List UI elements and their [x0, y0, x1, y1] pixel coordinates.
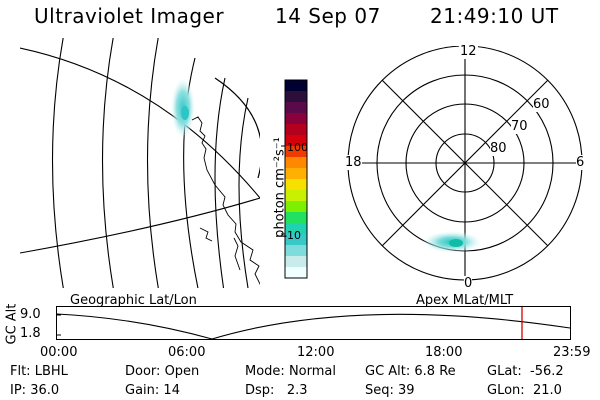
- info-gain-value: 14: [163, 383, 180, 398]
- colorbar-swatch: [285, 146, 307, 158]
- info-glat-value: -56.2: [530, 364, 564, 379]
- info-flt-value: LBHL: [34, 364, 68, 379]
- lat-label-70: 70: [511, 119, 528, 134]
- colorbar-swatch: [285, 256, 307, 268]
- timeline-ytick-bottom: 1.8: [20, 326, 41, 341]
- timeline-frame: [56, 306, 571, 340]
- colorbar-swatch: [285, 190, 307, 202]
- colorbar-swatch: [285, 267, 307, 279]
- info-gcalt-value: 6.8 Re: [414, 364, 456, 379]
- polar-diagonal: [381, 79, 549, 247]
- coastline-segment: [233, 237, 241, 271]
- colorbar-swatch: [285, 113, 307, 125]
- geographic-map: [20, 38, 260, 288]
- lat-label-80: 80: [490, 141, 507, 156]
- colorbar-tick-10: 10: [287, 229, 301, 242]
- info-seq-label: Seq:: [365, 383, 394, 398]
- info-gcalt-label: GC Alt:: [365, 364, 411, 379]
- left-panel-caption: Geographic Lat/Lon: [70, 293, 197, 308]
- altitude-curve: [56, 313, 571, 340]
- info-door: Door: Open: [125, 364, 199, 379]
- colorbar-swatch: [285, 124, 307, 136]
- date-label: 14 Sep 07: [275, 4, 381, 28]
- info-glon: GLon: 21.0: [487, 383, 562, 398]
- colorbar: [281, 79, 308, 279]
- timeline-xtick-0600: 06:00: [168, 345, 206, 360]
- info-glat: GLat: -56.2: [487, 364, 564, 379]
- colorbar-swatch: [285, 179, 307, 191]
- info-glon-value: 21.0: [532, 383, 562, 398]
- timeline-xtick-1200: 12:00: [297, 345, 335, 360]
- colorbar-swatch: [285, 157, 307, 169]
- info-ip: IP: 36.0: [10, 383, 59, 398]
- coastline: [191, 116, 260, 286]
- info-dsp: Dsp: 2.3: [245, 383, 308, 398]
- info-flt-label: Flt:: [10, 364, 31, 379]
- info-door-value: Open: [164, 364, 200, 379]
- info-gain-label: Gain:: [125, 383, 160, 398]
- colorbar-swatch: [285, 234, 307, 246]
- longitude-line: [146, 38, 159, 288]
- mlt-label-18: 18: [345, 155, 362, 170]
- info-seq: Seq: 39: [365, 383, 415, 398]
- latitude-line: [20, 47, 260, 199]
- timeline-ytick-top: 9.0: [20, 307, 41, 322]
- colorbar-swatch: [285, 201, 307, 213]
- info-ip-value: 36.0: [30, 383, 60, 398]
- colorbar-tick-100: 100: [287, 141, 308, 154]
- mlt-label-6: 6: [576, 155, 585, 170]
- colorbar-swatch: [285, 245, 307, 257]
- colorbar-swatch: [285, 135, 307, 147]
- oval-core: [449, 239, 463, 247]
- info-mode-value: Normal: [288, 364, 336, 379]
- info-flt: Flt: LBHL: [10, 364, 68, 379]
- timeline-xtick-1800: 18:00: [425, 345, 463, 360]
- aurora-core: [181, 106, 189, 120]
- coastline-island: [199, 227, 213, 242]
- altitude-timeline: [56, 306, 571, 340]
- longitude-line: [214, 77, 226, 288]
- info-ip-label: IP:: [10, 383, 27, 398]
- colorbar-swatch: [285, 168, 307, 180]
- info-gcalt: GC Alt: 6.8 Re: [365, 364, 456, 379]
- mlt-label-12: 12: [459, 44, 478, 59]
- colorbar-swatch: [285, 223, 307, 235]
- longitude-line: [238, 97, 249, 288]
- right-panel-caption: Apex MLat/MLT: [416, 293, 514, 308]
- info-glat-label: GLat:: [487, 364, 522, 379]
- timeline-xtick-2359: 23:59: [553, 345, 591, 360]
- timeline-xtick-0000: 00:00: [40, 345, 78, 360]
- info-seq-value: 39: [398, 383, 415, 398]
- colorbar-unit-label: photon cm⁻²s⁻¹: [272, 137, 288, 238]
- info-mode: Mode: Normal: [245, 364, 336, 379]
- info-dsp-value: 2.3: [286, 383, 308, 398]
- instrument-title: Ultraviolet Imager: [34, 4, 225, 28]
- info-mode-label: Mode:: [245, 364, 285, 379]
- colorbar-swatch: [285, 91, 307, 103]
- longitude-line: [101, 38, 114, 288]
- timeline-ylabel: GC Alt: [4, 303, 20, 345]
- polar-plot: [347, 46, 583, 281]
- lat-label-60: 60: [533, 97, 550, 112]
- colorbar-swatch: [285, 212, 307, 224]
- info-glon-label: GLon:: [487, 383, 525, 398]
- longitude-line: [51, 38, 64, 288]
- info-gain: Gain: 14: [125, 383, 180, 398]
- colorbar-swatch: [285, 102, 307, 114]
- colorbar-swatch: [285, 80, 307, 92]
- info-dsp-label: Dsp:: [245, 383, 275, 398]
- info-door-label: Door:: [125, 364, 161, 379]
- mlt-label-0: 0: [464, 276, 473, 291]
- time-label: 21:49:10 UT: [430, 4, 559, 28]
